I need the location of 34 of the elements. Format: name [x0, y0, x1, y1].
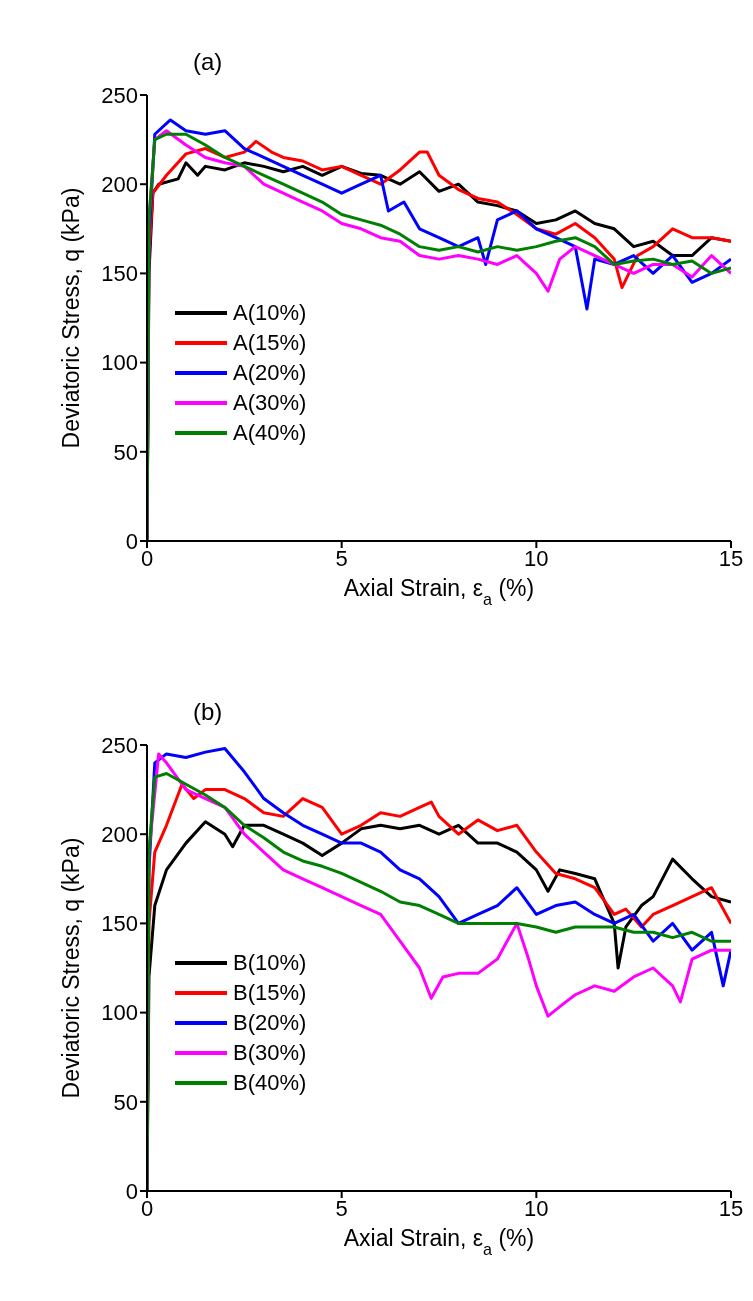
- x-tick-label: 5: [335, 1195, 348, 1221]
- y-tick-label: 0: [125, 1178, 138, 1204]
- y-tick-label: 200: [101, 822, 138, 848]
- x-tick-label: 10: [524, 545, 549, 571]
- chart-title: (b): [193, 698, 223, 726]
- x-tick-label: 15: [718, 1195, 744, 1221]
- legend-label: B(30%): [233, 1040, 307, 1066]
- y-tick-label: 150: [101, 911, 138, 937]
- x-tick-label: 15: [718, 545, 744, 571]
- y-tick-label: 100: [101, 350, 138, 376]
- y-tick-label: 250: [101, 82, 138, 108]
- legend-label: B(15%): [233, 980, 307, 1006]
- y-axis-title: Deviatoric Stress, q (kPa): [58, 187, 84, 449]
- chart-title: (a): [193, 48, 223, 76]
- legend-label: B(40%): [233, 1070, 307, 1096]
- y-tick-label: 50: [113, 439, 138, 465]
- legend-label: A(10%): [233, 300, 307, 326]
- y-axis-title: Deviatoric Stress, q (kPa): [58, 837, 84, 1099]
- y-tick-label: 200: [101, 172, 138, 198]
- x-axis-title: Axial Strain, ε$_{a}$ (%): [343, 575, 535, 608]
- legend-label: A(40%): [233, 420, 307, 446]
- x-axis-title: Axial Strain, ε$_{a}$ (%): [343, 1225, 535, 1258]
- x-tick-label: 5: [335, 545, 348, 571]
- y-tick-label: 250: [101, 732, 138, 758]
- y-tick-label: 50: [113, 1089, 138, 1115]
- legend-label: A(20%): [233, 360, 307, 386]
- legend-label: A(30%): [233, 390, 307, 416]
- y-tick-label: 150: [101, 261, 138, 287]
- legend-label: B(20%): [233, 1010, 307, 1036]
- legend-label: A(15%): [233, 330, 307, 356]
- x-tick-label: 10: [524, 1195, 549, 1221]
- y-tick-label: 0: [125, 528, 138, 554]
- y-tick-label: 100: [101, 1000, 138, 1026]
- legend-label: B(10%): [233, 950, 307, 976]
